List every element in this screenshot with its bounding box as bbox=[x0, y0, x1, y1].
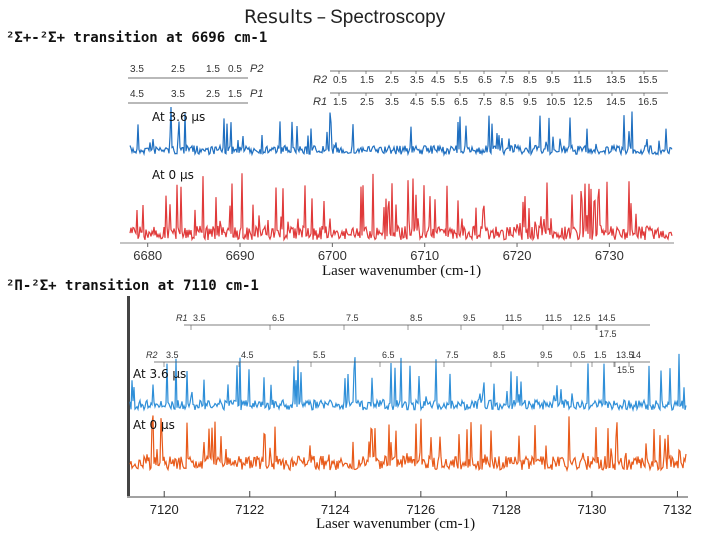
panel2-spectra bbox=[127, 296, 687, 496]
panel1-right-branch-value: 4.5 bbox=[431, 75, 445, 86]
panel1-tick-label: 6730 bbox=[595, 248, 624, 263]
panel2-branch-value: 9.5 bbox=[463, 313, 476, 323]
panel2-heading: ²Π-²Σ+ transition at 7110 cm-1 bbox=[6, 278, 259, 294]
panel2-tick-label: 7130 bbox=[577, 502, 606, 517]
panel1-label-0us: At 0 µs bbox=[152, 168, 194, 182]
panel2-left-frame bbox=[127, 296, 130, 496]
panel1-left-branch-value: 3.5 bbox=[171, 89, 185, 100]
panel1-tick-label: 6690 bbox=[226, 248, 255, 263]
panel2-label-3-6us: At 3.6 µs bbox=[133, 367, 187, 381]
panel1-right-branch-value: 7.5 bbox=[500, 75, 514, 86]
panel2-tick-label: 7120 bbox=[150, 502, 179, 517]
panel1-right-branch-label: R2 bbox=[313, 74, 327, 86]
panel1-right-branch-value: 9.5 bbox=[546, 75, 560, 86]
panel1-x-axis-label: Laser wavenumber (cm-1) bbox=[322, 263, 482, 279]
panel1-right-branch-value: 8.5 bbox=[523, 75, 537, 86]
panel2-branch-value: 13.5 bbox=[616, 350, 634, 360]
panel2-branch-label: R2 bbox=[146, 350, 158, 360]
panel2-branch-value: 1.5 bbox=[594, 350, 607, 360]
panel1-right-branch-value: 3.5 bbox=[385, 97, 399, 108]
panel1-trace-0us bbox=[129, 173, 673, 242]
panel1-right-branch-value: 12.5 bbox=[573, 97, 593, 108]
panel2-trace-0us bbox=[129, 415, 687, 473]
panel2-branch-value: 3.5 bbox=[166, 350, 179, 360]
panel1-left-branch-value: 1.5 bbox=[206, 64, 220, 75]
title-results: Results bbox=[244, 6, 313, 28]
panel1-right-branch-value: 16.5 bbox=[638, 97, 658, 108]
panel1-right-branch-value: 5.5 bbox=[454, 75, 468, 86]
panel1-right-branch-value: 5.5 bbox=[431, 97, 445, 108]
panel1-trace-3-6us bbox=[129, 106, 673, 157]
panel1-right-branch-value: 14.5 bbox=[606, 97, 626, 108]
panel2-branch-value: 9.5 bbox=[540, 350, 553, 360]
panel2-branch-value: 11.5 bbox=[505, 313, 522, 323]
panel1-label-3-6us: At 3.6 µs bbox=[152, 110, 206, 124]
panel1-heading: ²Σ+-²Σ+ transition at 6696 cm-1 bbox=[6, 30, 268, 46]
panel1-branch-labels: 3.5 2.5 1.5 0.5 P2 4.5 3.5 2.5 1.5 P1 R2 0.5 1.5 2.5 3… bbox=[128, 63, 668, 108]
panel2-branch-value: 11.5 bbox=[545, 313, 562, 323]
panel2-tick-label: 7122 bbox=[235, 502, 264, 517]
panel1-left-branch-value: 3.5 bbox=[130, 64, 144, 75]
slide-title: Results – Spectroscopy bbox=[244, 6, 445, 29]
panel2-branch-label: R1 bbox=[176, 313, 188, 323]
panel1-right-branch-value: 6.5 bbox=[478, 75, 492, 86]
panel2-branch-value: 14 bbox=[631, 350, 641, 360]
panel1-right-branch-value: 2.5 bbox=[360, 97, 374, 108]
panel2-tick-label: 7132 bbox=[663, 502, 692, 517]
panel1-right-branch-value: 10.5 bbox=[546, 97, 566, 108]
panel1-left-branch-value: 2.5 bbox=[171, 64, 185, 75]
panel1-left-branch-label: P2 bbox=[250, 63, 263, 75]
panel1-right-branch-value: 1.5 bbox=[360, 75, 374, 86]
panel1-right-branch-value: 13.5 bbox=[606, 75, 626, 86]
panel1-right-branch-value: 0.5 bbox=[333, 75, 347, 86]
panel1-x-axis: 6680 6690 6700 6710 6720 6730 bbox=[120, 242, 674, 263]
panel1-left-branch-value: 0.5 bbox=[228, 64, 242, 75]
panel2-branch-value: 7.5 bbox=[346, 313, 359, 323]
panel2-x-axis-label: Laser wavenumber (cm-1) bbox=[316, 516, 476, 532]
panel2-branch-value: 12.5 bbox=[573, 313, 591, 323]
panel1-right-branch-value: 1.5 bbox=[333, 97, 347, 108]
panel1-right-branch-value: 9.5 bbox=[523, 97, 537, 108]
panel2-x-axis: 7120 7122 7124 7126 7128 7130 7132 bbox=[127, 491, 692, 517]
panel1-left-branch-value: 2.5 bbox=[206, 89, 220, 100]
panel1-tick-label: 6720 bbox=[503, 248, 532, 263]
panel2-tick-label: 7128 bbox=[492, 502, 521, 517]
panel1-right-branch-label: R1 bbox=[313, 96, 327, 108]
panel1-left-branch-value: 1.5 bbox=[228, 89, 242, 100]
panel2-branch-value: 3.5 bbox=[193, 313, 206, 323]
panel1-right-branch-value: 8.5 bbox=[500, 97, 514, 108]
panel1-tick-label: 6710 bbox=[410, 248, 439, 263]
panel1-right-branch-value: 4.5 bbox=[410, 97, 424, 108]
panel2-branch-value: 5.5 bbox=[313, 350, 326, 360]
panel1-spectra bbox=[129, 106, 673, 242]
panel2-trace-3-6us bbox=[129, 353, 687, 413]
panel1-left-branch-value: 4.5 bbox=[130, 89, 144, 100]
panel2-tick-label: 7124 bbox=[321, 502, 350, 517]
panel1-right-branch-value: 15.5 bbox=[638, 75, 658, 86]
panel2-branch-value: 7.5 bbox=[446, 350, 459, 360]
panel1-left-branch-label: P1 bbox=[250, 88, 263, 100]
panel2-label-0us: At 0 µs bbox=[133, 418, 175, 432]
panel2-branch-labels: R1 3.5 6.5 7.5 8.5 9.5 11.5 11.5 12.5 14.5 17.5 R2 3… bbox=[146, 313, 650, 375]
panel2-branch-value: 8.5 bbox=[493, 350, 506, 360]
panel1-tick-label: 6700 bbox=[318, 248, 347, 263]
panel1-tick-label: 6680 bbox=[133, 248, 162, 263]
panel2-tick-label: 7126 bbox=[406, 502, 435, 517]
panel2-branch-value: 6.5 bbox=[382, 350, 395, 360]
panel1-right-branch-value: 3.5 bbox=[410, 75, 424, 86]
panel1-right-branch-value: 2.5 bbox=[385, 75, 399, 86]
panel2-branch-value: 17.5 bbox=[599, 329, 617, 339]
panel2-branch-value: 8.5 bbox=[410, 313, 423, 323]
panel2-branch-value: 6.5 bbox=[272, 313, 285, 323]
panel1-right-branch-value: 11.5 bbox=[573, 75, 592, 86]
panel2-branch-value: 4.5 bbox=[241, 350, 254, 360]
panel1-right-branch-value: 6.5 bbox=[454, 97, 468, 108]
panel1-right-branch-value: 7.5 bbox=[478, 97, 492, 108]
title-separator: – bbox=[316, 6, 327, 28]
panel2-branch-value: 14.5 bbox=[598, 313, 616, 323]
panel2-branch-value: 15.5 bbox=[617, 365, 635, 375]
panel2-branch-value: 0.5 bbox=[573, 350, 586, 360]
title-spectroscopy: Spectroscopy bbox=[330, 7, 446, 28]
